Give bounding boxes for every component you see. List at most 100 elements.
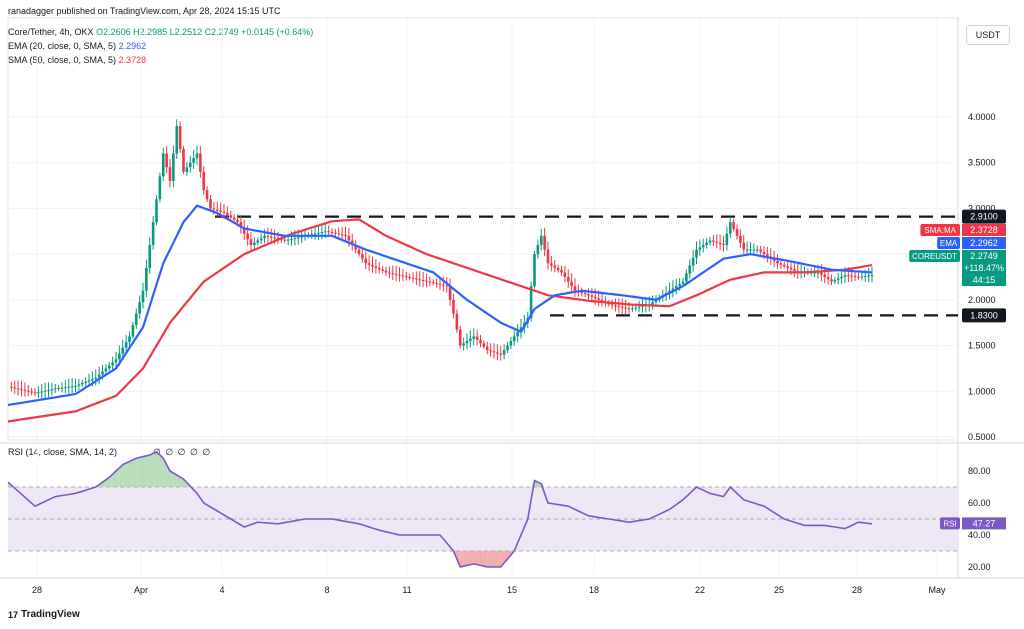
candle-body bbox=[57, 388, 60, 390]
symbol-line: Core/Tether, 4h, OKX O2.2606 H2.2985 L2.… bbox=[8, 27, 313, 37]
price-tick-label: 0.5000 bbox=[968, 432, 996, 442]
rsi-oversold-fill bbox=[473, 551, 478, 565]
symbol-name[interactable]: Core/Tether, 4h, OKX bbox=[8, 27, 94, 37]
rsi-overbought-fill bbox=[156, 451, 160, 487]
candle-body bbox=[334, 232, 337, 234]
candle-body bbox=[631, 308, 634, 310]
candle-body bbox=[560, 270, 563, 273]
candle-body bbox=[516, 331, 519, 337]
candle-body bbox=[199, 153, 202, 172]
candle-body bbox=[506, 345, 509, 351]
sma50-line bbox=[7, 218, 873, 423]
candle-body bbox=[445, 285, 449, 287]
candle-body bbox=[178, 126, 182, 149]
candle-body bbox=[330, 232, 334, 234]
candle-body bbox=[418, 279, 422, 281]
candle-body bbox=[398, 274, 401, 276]
time-tick-label: 11 bbox=[402, 585, 411, 595]
rsi-tick-label: 20.00 bbox=[968, 562, 991, 572]
ema-legend[interactable]: EMA (20, close, 0, SMA, 5) 2.2962 bbox=[8, 41, 146, 51]
candle-body bbox=[475, 336, 479, 340]
candle-body bbox=[364, 258, 368, 264]
rsi-value-label: 47.27 bbox=[973, 518, 996, 528]
candle-body bbox=[573, 286, 577, 291]
candle-body bbox=[421, 280, 425, 282]
rsi-overbought-fill bbox=[129, 459, 133, 487]
candle-body bbox=[263, 235, 266, 239]
price-tick-label: 1.0000 bbox=[968, 386, 996, 396]
candle-body bbox=[344, 235, 347, 237]
rsi-oversold-fill bbox=[483, 551, 488, 567]
candle-body bbox=[695, 249, 698, 258]
candle-body bbox=[816, 272, 820, 274]
candle-body bbox=[87, 380, 91, 382]
candle-body bbox=[860, 276, 864, 278]
candle-body bbox=[867, 275, 870, 277]
candle-body bbox=[745, 249, 749, 251]
rsi-overbought-fill bbox=[119, 464, 123, 487]
candle-body bbox=[654, 299, 658, 303]
candle-body bbox=[550, 263, 553, 266]
tradingview-logo-text: TradingView bbox=[21, 609, 80, 620]
candle-body bbox=[772, 258, 776, 261]
candle-body bbox=[408, 276, 411, 278]
rsi-legend[interactable]: RSI (14, close, SMA, 14, 2) bbox=[8, 447, 117, 457]
candle-body bbox=[739, 235, 742, 243]
candle-body bbox=[620, 306, 624, 308]
candle-body bbox=[219, 210, 222, 212]
rsi-oversold-fill bbox=[460, 551, 464, 567]
candle-body bbox=[320, 232, 324, 234]
candle-body bbox=[448, 286, 452, 300]
candle-body bbox=[793, 269, 796, 271]
candle-body bbox=[722, 243, 725, 245]
rsi-overbought-fill bbox=[153, 451, 157, 487]
candle-body bbox=[340, 234, 344, 236]
candle-body bbox=[84, 381, 87, 384]
price-tag-name bbox=[920, 224, 960, 236]
candle-body bbox=[863, 276, 867, 278]
candle-body bbox=[215, 209, 219, 211]
candle-body bbox=[735, 228, 739, 236]
candle-body bbox=[428, 281, 432, 283]
candle-body bbox=[482, 343, 486, 347]
candle-body bbox=[313, 233, 317, 235]
candle-body bbox=[776, 260, 779, 264]
candle-body bbox=[273, 237, 276, 239]
rsi-legend-values: ∅ ∅ ∅ ∅ ∅ bbox=[153, 447, 212, 457]
candle-body bbox=[718, 242, 722, 244]
candle-body bbox=[442, 284, 445, 286]
candle-body bbox=[13, 387, 17, 389]
time-tick-label: 28 bbox=[32, 585, 42, 595]
candle-body bbox=[570, 281, 573, 287]
candle-body bbox=[337, 233, 341, 235]
candle-body bbox=[617, 305, 621, 307]
candle-body bbox=[131, 324, 135, 337]
candle-body bbox=[701, 244, 705, 248]
candle-body bbox=[533, 254, 536, 287]
candle-body bbox=[651, 302, 654, 305]
candle-body bbox=[539, 235, 543, 245]
candle-body bbox=[172, 153, 175, 181]
candle-body bbox=[732, 222, 735, 229]
currency-button[interactable]: USDT bbox=[966, 25, 1010, 45]
price-tag-value: 2.3728 bbox=[970, 225, 998, 235]
candle-body bbox=[91, 378, 94, 381]
candle-body bbox=[266, 235, 270, 237]
candle-body bbox=[766, 254, 769, 257]
level-tag bbox=[962, 308, 1006, 323]
candle-body bbox=[53, 388, 57, 390]
candle-body bbox=[637, 306, 641, 308]
rsi-tag-name bbox=[940, 517, 960, 530]
candle-body bbox=[114, 359, 118, 363]
candle-body bbox=[357, 249, 361, 255]
candle-body bbox=[381, 269, 384, 271]
candle-body bbox=[485, 346, 489, 351]
candle-body bbox=[496, 352, 499, 354]
candle-body bbox=[158, 176, 162, 200]
price-tick-label: 2.0000 bbox=[968, 295, 996, 305]
sma-legend[interactable]: SMA (50, close, 0, SMA, 5) 2.3728 bbox=[8, 55, 146, 65]
rsi-overbought-fill bbox=[163, 458, 167, 487]
candle-body bbox=[627, 308, 631, 310]
price-tag-name bbox=[937, 237, 960, 249]
